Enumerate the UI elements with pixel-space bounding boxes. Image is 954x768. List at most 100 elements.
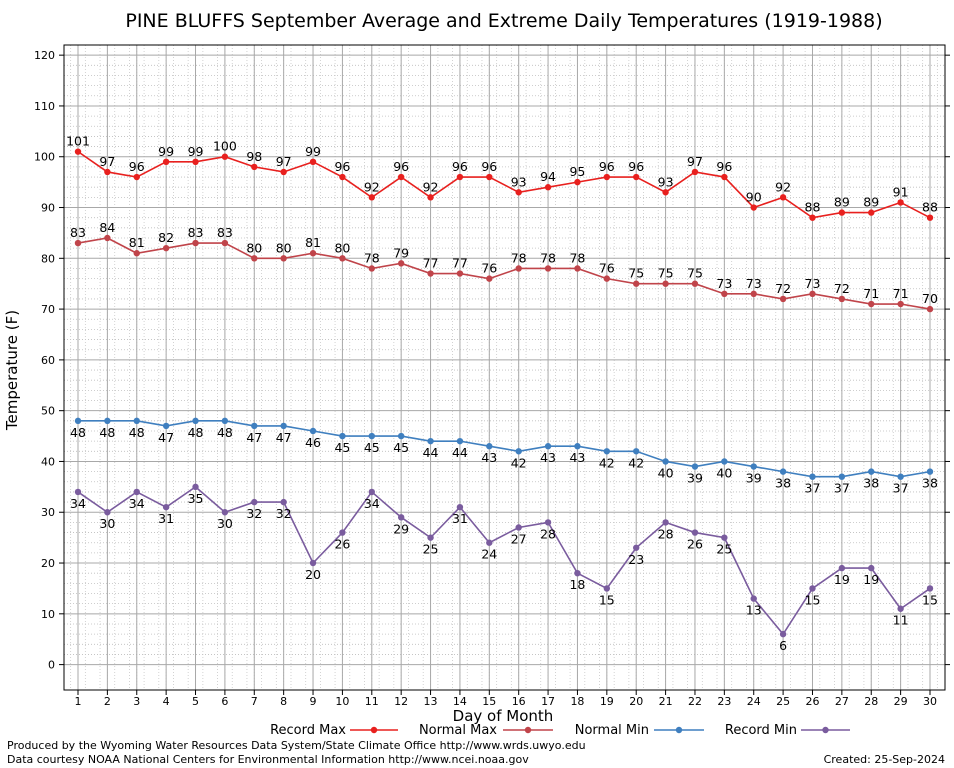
x-tick-label: 13 bbox=[424, 695, 438, 708]
series-line bbox=[78, 420, 931, 478]
data-point bbox=[133, 173, 140, 181]
data-label: 48 bbox=[217, 425, 233, 440]
data-point bbox=[133, 488, 140, 496]
data-point bbox=[926, 468, 934, 475]
data-label: 97 bbox=[99, 154, 115, 169]
y-tick-label: 40 bbox=[41, 455, 55, 468]
data-point bbox=[750, 595, 757, 602]
x-tick-label: 7 bbox=[251, 695, 258, 708]
data-label: 97 bbox=[276, 154, 292, 169]
data-point bbox=[456, 270, 464, 277]
data-label: 32 bbox=[246, 506, 262, 521]
data-label: 98 bbox=[246, 149, 262, 164]
data-point bbox=[721, 458, 728, 465]
data-point bbox=[633, 173, 640, 181]
data-label: 26 bbox=[687, 537, 703, 552]
data-point bbox=[221, 153, 229, 160]
data-point bbox=[544, 519, 552, 526]
data-point bbox=[192, 239, 199, 247]
x-tick-label: 30 bbox=[923, 695, 937, 708]
x-tick-label: 24 bbox=[747, 695, 761, 708]
data-point bbox=[339, 173, 346, 181]
data-point bbox=[368, 194, 375, 201]
data-label: 75 bbox=[628, 266, 644, 281]
data-label: 13 bbox=[746, 603, 762, 618]
x-tick-label: 19 bbox=[600, 695, 614, 708]
data-point bbox=[133, 417, 140, 425]
data-point bbox=[574, 443, 581, 450]
x-tick-label: 25 bbox=[776, 695, 790, 708]
data-point bbox=[368, 488, 375, 496]
x-tick-label: 9 bbox=[310, 695, 317, 708]
data-label: 71 bbox=[863, 286, 879, 301]
data-point bbox=[809, 473, 816, 480]
data-label: 44 bbox=[423, 445, 439, 460]
y-tick-label: 20 bbox=[41, 557, 55, 570]
credit-line-2: Data courtesy NOAA National Centers for … bbox=[7, 753, 529, 766]
data-point bbox=[779, 194, 787, 201]
x-tick-label: 11 bbox=[365, 695, 379, 708]
data-point bbox=[397, 173, 405, 181]
data-point bbox=[221, 417, 229, 425]
data-point bbox=[515, 448, 522, 455]
data-point bbox=[162, 244, 170, 252]
data-label: 15 bbox=[922, 592, 938, 607]
data-label: 44 bbox=[452, 445, 468, 460]
data-point bbox=[838, 473, 846, 480]
data-label: 39 bbox=[687, 471, 703, 486]
y-tick-label: 80 bbox=[41, 252, 55, 265]
data-point bbox=[633, 280, 640, 287]
data-label: 80 bbox=[246, 240, 262, 255]
data-point bbox=[74, 417, 82, 425]
data-label: 34 bbox=[129, 496, 145, 511]
legend-marker bbox=[370, 726, 378, 734]
data-label: 38 bbox=[863, 476, 879, 491]
legend-label: Normal Max bbox=[419, 723, 497, 738]
legend: Record Max Normal Max Normal Min Record Min bbox=[270, 723, 850, 738]
x-axis-ticks: 1 2 3 4 5 6 7 8 9 10 11 12 13 14 15 16 17 18 19 20 21 22 23 24 2… bbox=[75, 690, 937, 708]
data-label: 93 bbox=[511, 174, 527, 189]
data-point bbox=[251, 498, 258, 506]
data-label: 93 bbox=[658, 174, 674, 189]
data-point bbox=[486, 539, 493, 546]
series-normal-max: 83 84 81 82 83 83 80 80 81 80 78 79 77 77 76 78 78 78 76 75… bbox=[70, 220, 938, 313]
data-label: 90 bbox=[746, 190, 762, 205]
data-point bbox=[603, 585, 611, 592]
data-label: 42 bbox=[511, 455, 527, 470]
data-label: 24 bbox=[481, 547, 497, 562]
data-label: 78 bbox=[364, 250, 380, 265]
data-label: 99 bbox=[305, 144, 321, 159]
y-tick-label: 50 bbox=[41, 405, 55, 418]
data-point bbox=[897, 605, 904, 612]
data-label: 73 bbox=[746, 276, 762, 291]
data-label: 28 bbox=[540, 526, 556, 541]
data-label: 48 bbox=[188, 425, 204, 440]
data-label: 40 bbox=[716, 465, 732, 480]
y-tick-label: 110 bbox=[34, 100, 55, 113]
legend-label: Record Min bbox=[725, 723, 797, 738]
legend-marker bbox=[524, 726, 532, 734]
created-date: Created: 25-Sep-2024 bbox=[824, 753, 945, 766]
x-tick-label: 5 bbox=[192, 695, 199, 708]
data-label: 11 bbox=[893, 613, 909, 628]
data-point bbox=[427, 270, 434, 277]
data-point bbox=[750, 204, 757, 211]
data-point bbox=[486, 275, 493, 282]
data-label: 72 bbox=[775, 281, 791, 296]
data-label: 47 bbox=[246, 430, 262, 445]
x-tick-label: 27 bbox=[835, 695, 849, 708]
data-point bbox=[251, 422, 258, 430]
data-point bbox=[868, 300, 875, 308]
data-label: 18 bbox=[569, 577, 585, 592]
data-point bbox=[280, 255, 287, 262]
data-point bbox=[603, 275, 611, 282]
x-tick-label: 4 bbox=[163, 695, 170, 708]
y-axis-ticks: 0 10 20 30 40 50 60 70 80 90 100 110 120 bbox=[34, 49, 950, 672]
data-point bbox=[74, 239, 82, 247]
data-label: 78 bbox=[540, 250, 556, 265]
x-tick-label: 3 bbox=[133, 695, 140, 708]
data-label: 34 bbox=[364, 496, 380, 511]
data-point bbox=[750, 290, 757, 298]
data-point bbox=[192, 483, 199, 491]
data-label: 6 bbox=[779, 638, 787, 653]
